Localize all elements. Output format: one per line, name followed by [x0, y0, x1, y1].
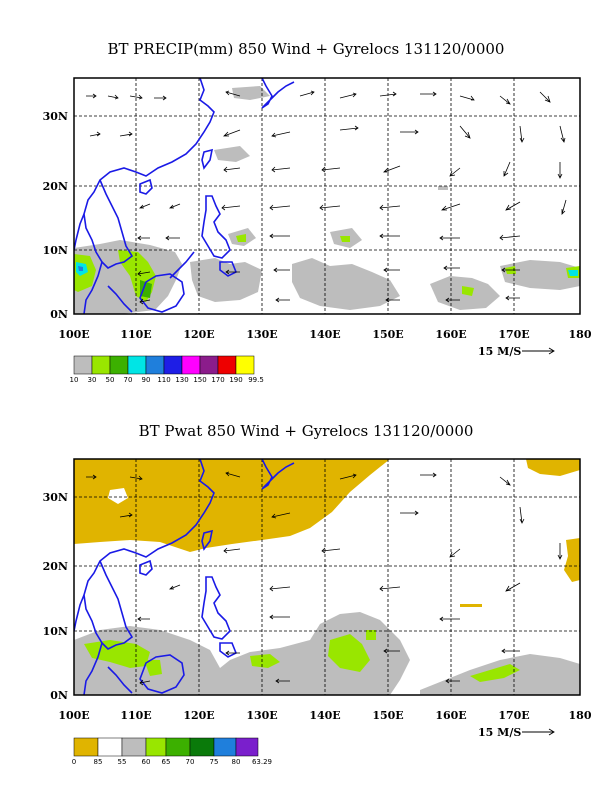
panel1-lon-label: 160E — [435, 328, 466, 341]
legend-label: 90 — [142, 376, 151, 384]
legend-swatch — [127, 355, 147, 375]
panel2-pwat-shading — [74, 459, 580, 695]
legend-swatch — [121, 737, 147, 757]
legend-swatch — [109, 355, 129, 375]
panel1-frame — [73, 77, 581, 315]
legend-label: 50 — [106, 376, 115, 384]
panel2-lon-label: 160E — [435, 709, 466, 722]
panel1-lat-label: 0N — [50, 308, 68, 321]
panel2-wind-vectors — [86, 471, 563, 686]
panel1-axis-labels: 100E 110E 120E 130E 140E 150E 160E 170E … — [43, 110, 592, 358]
legend-label: 170 — [211, 376, 224, 384]
legend-swatch — [217, 355, 237, 375]
panel2-lon-label: 140E — [309, 709, 340, 722]
legend-label: 70 — [124, 376, 133, 384]
panel2-lon-label: 110E — [120, 709, 151, 722]
panel2-lon-label: 150E — [372, 709, 403, 722]
panel1-colorbar: 10 30 50 70 90 110 130 150 170 190 99.5 — [70, 355, 264, 384]
panel2-colorbar: 0 85 55 60 65 70 75 80 63.29 — [72, 737, 272, 766]
legend-label: 85 — [94, 758, 103, 766]
legend-label: 70 — [186, 758, 195, 766]
panel2-lon-label: 180 — [569, 709, 592, 722]
legend-swatch — [73, 737, 99, 757]
legend-label: 55 — [118, 758, 127, 766]
panel2-lon-label: 130E — [246, 709, 277, 722]
legend-swatch — [199, 355, 219, 375]
panel2-lon-label: 100E — [58, 709, 89, 722]
legend-label: 150 — [193, 376, 206, 384]
panel1-ref-vector-label: 15 M/S — [478, 345, 521, 358]
legend-swatch — [73, 355, 93, 375]
panel2-map — [73, 458, 581, 696]
panel2-lat-label: 30N — [43, 491, 68, 504]
panel2-ref-vector-label: 15 M/S — [478, 726, 521, 739]
panel1-wind-vectors — [86, 90, 567, 305]
legend-label: 99.5 — [248, 376, 264, 384]
panel1-lon-label: 100E — [58, 328, 89, 341]
panel2-frame — [73, 458, 581, 696]
legend-label: 110 — [157, 376, 170, 384]
panel1-lon-label: 150E — [372, 328, 403, 341]
legend-label: 0 — [72, 758, 76, 766]
panel1-title: BT PRECIP(mm) 850 Wind + Gyrelocs 131120… — [107, 40, 505, 58]
legend-swatch — [97, 737, 123, 757]
legend-swatch — [213, 737, 237, 757]
legend-swatch — [145, 737, 167, 757]
panel1-lat-label: 20N — [43, 180, 68, 193]
legend-label: 60 — [142, 758, 151, 766]
panel1-lat-label: 10N — [43, 244, 68, 257]
panel1-lon-label: 140E — [309, 328, 340, 341]
panel1-lon-label: 110E — [120, 328, 151, 341]
panel2-lat-label: 10N — [43, 625, 68, 638]
panel1-precip-shading — [74, 86, 580, 314]
legend-swatch — [163, 355, 183, 375]
panel2-lon-label: 120E — [183, 709, 214, 722]
legend-swatch — [181, 355, 201, 375]
panel2-gridlines — [74, 459, 580, 695]
panel1-map — [73, 77, 581, 315]
panel2-ref-vector-arrow — [522, 728, 555, 736]
legend-swatch — [145, 355, 165, 375]
legend-swatch — [189, 737, 215, 757]
panel2-axis-labels: 100E 110E 120E 130E 140E 150E 160E 170E … — [43, 491, 592, 739]
panel1-lat-label: 30N — [43, 110, 68, 123]
panel1-coastlines — [74, 78, 295, 314]
legend-label: 63.29 — [252, 758, 272, 766]
legend-label: 80 — [232, 758, 241, 766]
legend-swatch — [165, 737, 191, 757]
panel2-lat-label: 0N — [50, 689, 68, 702]
panel1-gridlines — [74, 78, 580, 314]
panel1-lon-label: 130E — [246, 328, 277, 341]
panel2-title: BT Pwat 850 Wind + Gyrelocs 131120/0000 — [138, 422, 474, 440]
panel2-coastlines — [74, 459, 295, 695]
panel2-lat-label: 20N — [43, 560, 68, 573]
legend-swatch — [91, 355, 111, 375]
panel1-lon-label: 120E — [183, 328, 214, 341]
legend-swatch — [235, 355, 255, 375]
legend-label: 75 — [210, 758, 219, 766]
panel1-lon-label: 170E — [498, 328, 529, 341]
legend-swatch — [235, 737, 259, 757]
legend-label: 130 — [175, 376, 188, 384]
panel2-lon-label: 170E — [498, 709, 529, 722]
legend-label: 65 — [162, 758, 171, 766]
panel1-lon-label: 180 — [569, 328, 592, 341]
legend-label: 190 — [229, 376, 242, 384]
panel1-ref-vector-arrow — [522, 347, 555, 355]
legend-label: 10 — [70, 376, 79, 384]
legend-label: 30 — [88, 376, 97, 384]
